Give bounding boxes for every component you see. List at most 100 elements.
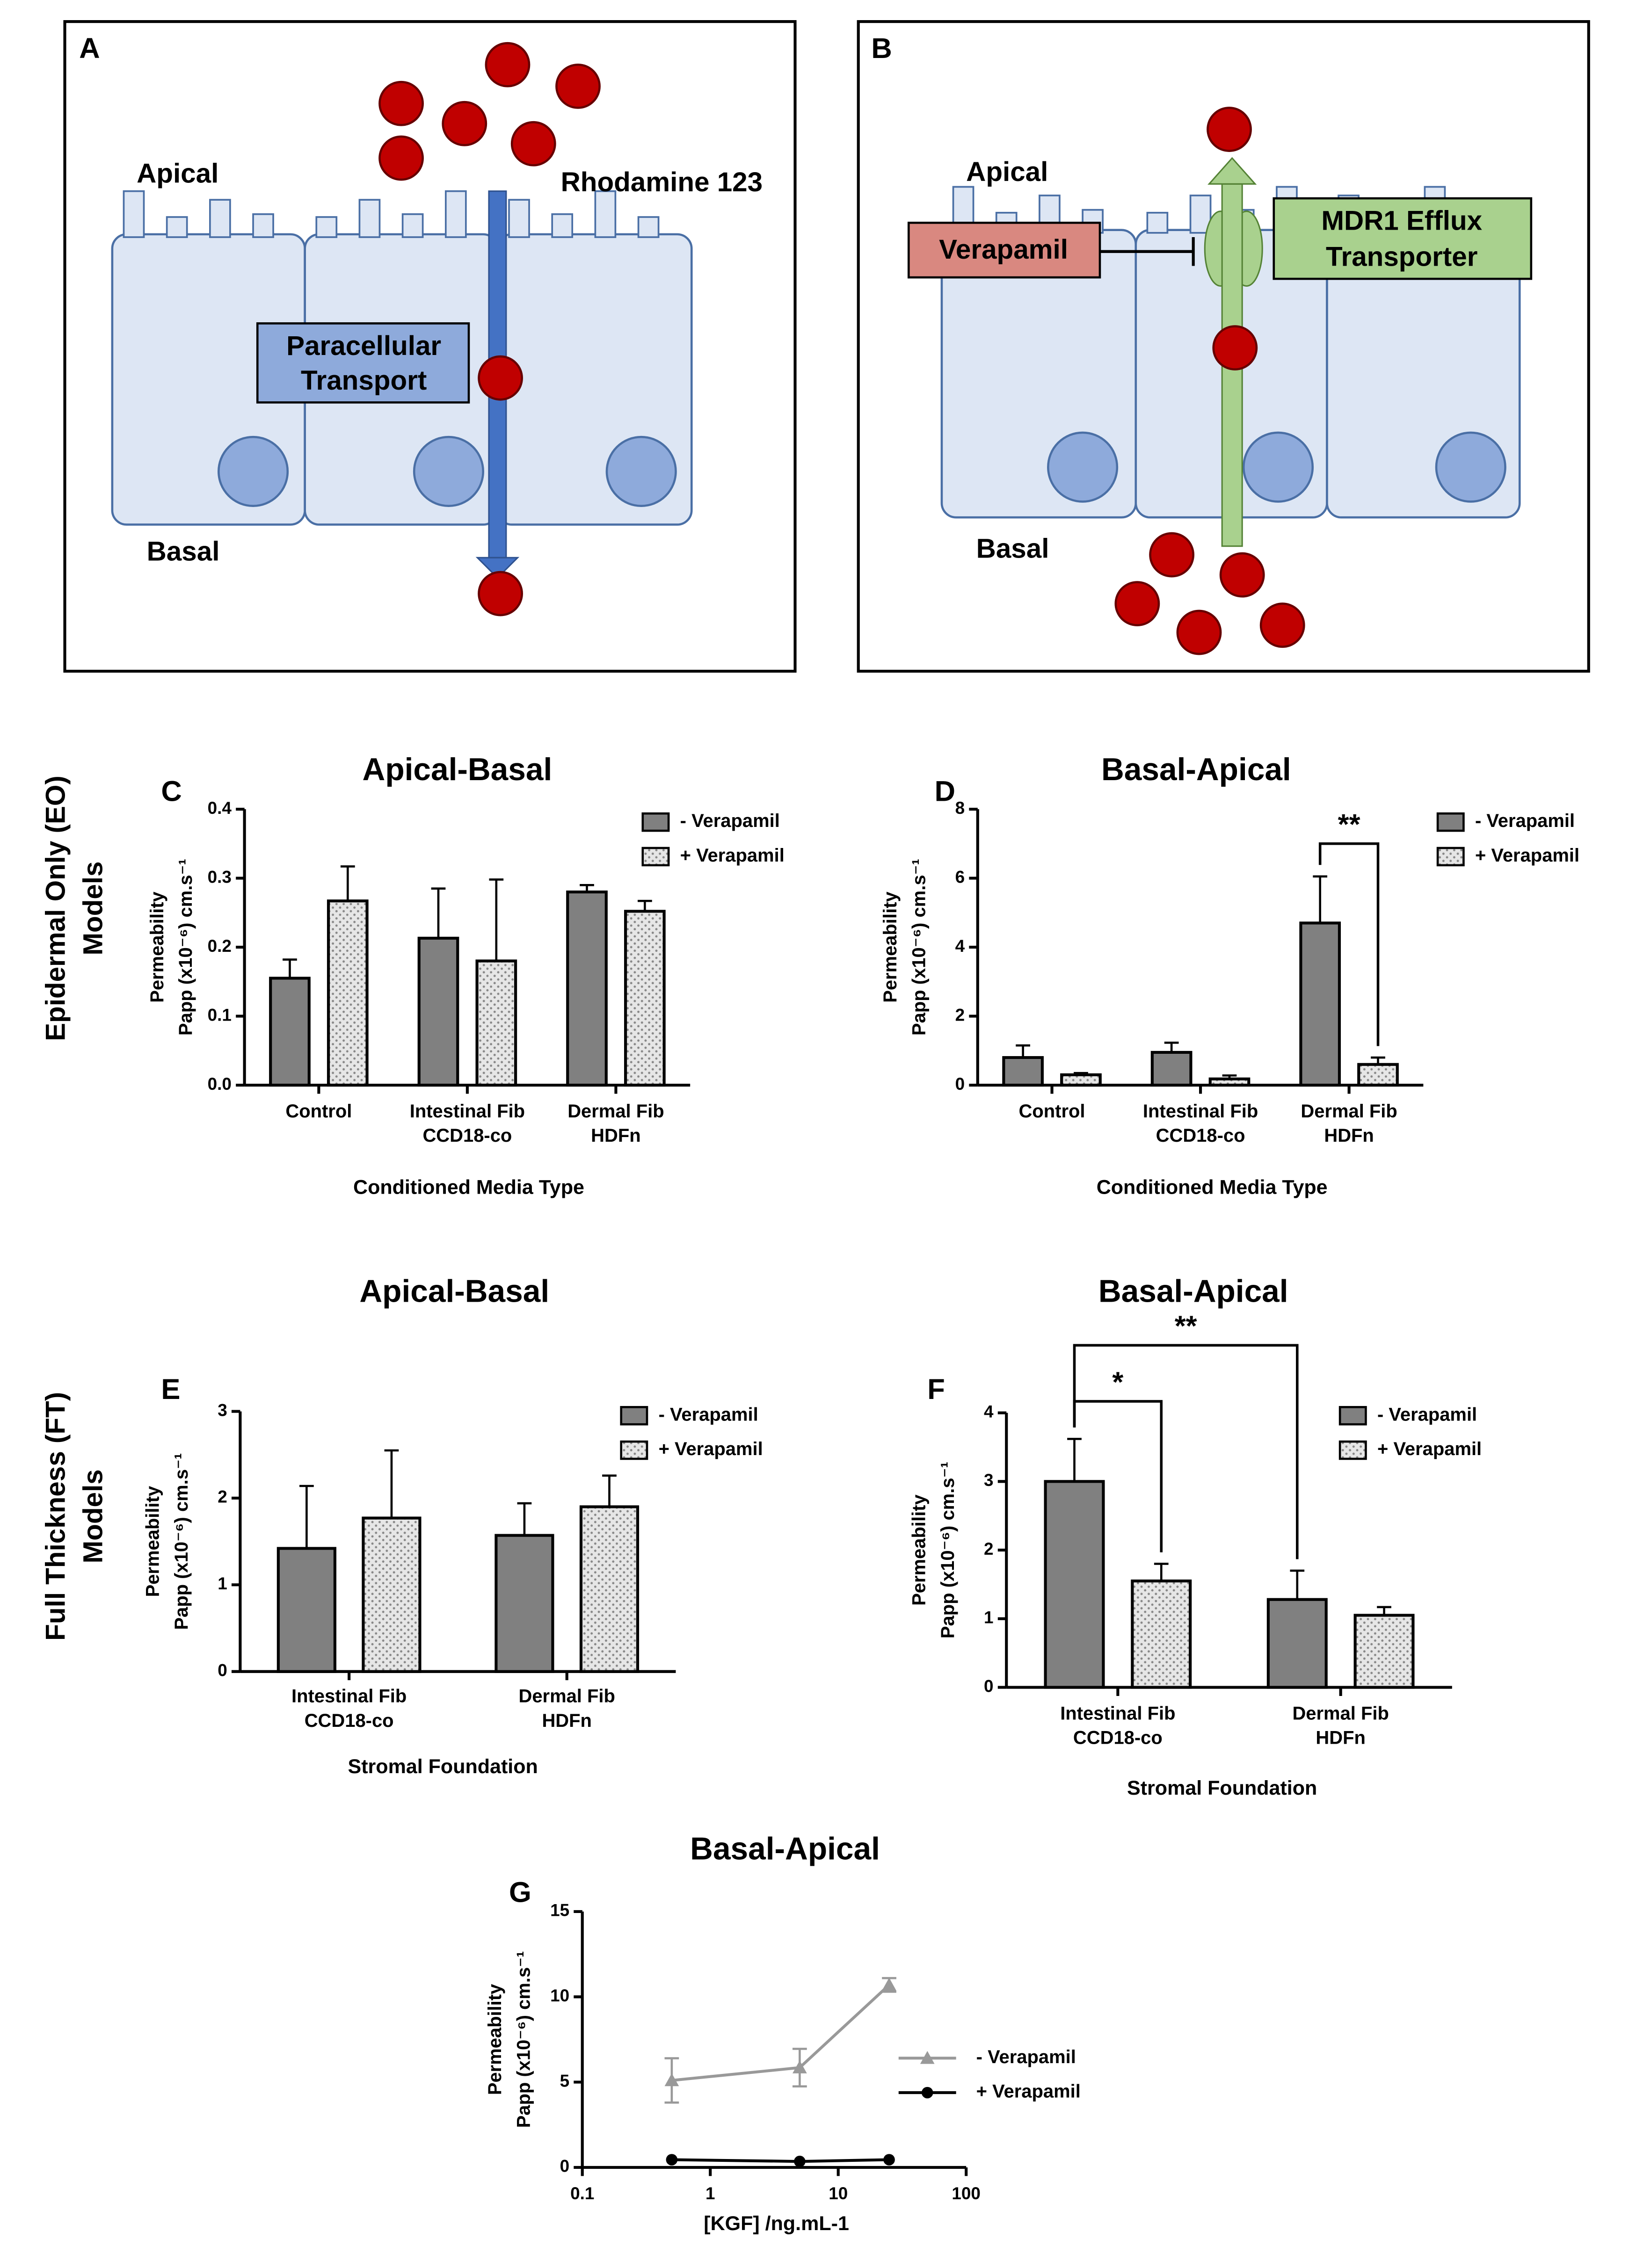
chart-title: Apical-Basal	[363, 752, 553, 787]
legend-swatch	[1436, 812, 1465, 832]
y-axis-label: Permeability	[909, 1494, 929, 1606]
microvillus	[123, 190, 145, 238]
x-axis-label: Conditioned Media Type	[353, 1176, 584, 1199]
bar	[276, 1547, 336, 1673]
y-tick-label: 1	[218, 1574, 227, 1593]
x-tick-label: HDFn	[542, 1710, 591, 1731]
x-tick-label: CCD18-co	[1156, 1125, 1245, 1146]
molecule	[1176, 609, 1222, 655]
row-label: Models	[78, 1469, 108, 1563]
microvillus	[252, 213, 274, 238]
arrow-head	[475, 557, 520, 579]
error-bar	[1016, 1044, 1030, 1058]
legend-label: + Verapamil	[976, 2081, 1081, 2102]
molecules	[378, 42, 1305, 655]
chart-title: Basal-Apical	[1098, 1274, 1288, 1309]
legend-label: + Verapamil	[1377, 1439, 1482, 1459]
molecule	[1114, 581, 1160, 627]
arrow-head	[1207, 157, 1257, 185]
y-tick-label: 1	[984, 1608, 994, 1627]
y-tick-label: 4	[984, 1402, 994, 1421]
y-tick-label: 4	[955, 936, 965, 956]
point	[794, 2155, 806, 2167]
nucleus	[605, 435, 677, 507]
x-axis-label: [KGF] /ng.mL-1	[704, 2212, 849, 2235]
microvillus	[315, 216, 338, 238]
point	[666, 2154, 678, 2166]
x-tick-label: Intestinal Fib	[291, 1686, 407, 1707]
legend-label: - Verapamil	[1475, 811, 1575, 831]
point	[664, 2073, 679, 2087]
legend-swatch	[641, 847, 670, 867]
x-tick-label: CCD18-co	[1073, 1728, 1163, 1748]
x-tick-label: Dermal Fib	[518, 1686, 615, 1707]
molecule	[555, 63, 601, 109]
molecule	[1207, 107, 1252, 152]
y-tick-label: 0.2	[208, 936, 232, 956]
legend-swatch	[620, 1406, 648, 1426]
error-bar	[1313, 875, 1328, 923]
chart-title: Apical-Basal	[359, 1274, 549, 1309]
y-tick-label: 15	[550, 1901, 569, 1920]
microvillus	[444, 190, 467, 238]
y-tick-label: 0.3	[208, 867, 232, 886]
bar	[1299, 921, 1341, 1087]
x-tick-label: Intestinal Fib	[410, 1101, 525, 1122]
y-tick-label: 0	[218, 1660, 227, 1680]
transporter-box	[1273, 197, 1533, 280]
legend-swatch	[1338, 1440, 1367, 1460]
molecule	[442, 101, 487, 146]
y-axis-label: Papp (x10⁻⁶) cm.s⁻¹	[909, 859, 929, 1036]
x-tick-label: 0.1	[570, 2184, 594, 2203]
chart-title: Basal-Apical	[690, 1832, 880, 1867]
microvillus	[401, 213, 424, 238]
bar	[1150, 1051, 1193, 1087]
row-label: Epidermal Only (EO)	[41, 775, 71, 1041]
nucleus	[1242, 431, 1314, 503]
transporter-label: Transporter	[1326, 242, 1477, 272]
point	[882, 1978, 896, 1991]
y-tick-label: 3	[984, 1471, 994, 1490]
legend-swatch	[641, 812, 670, 832]
bar	[1044, 1480, 1105, 1689]
y-tick-label: 8	[955, 798, 965, 818]
x-axis-label: Stromal Foundation	[348, 1755, 538, 1778]
panel-letter: A	[79, 32, 100, 65]
panel-letter: B	[871, 32, 892, 65]
x-tick-label: CCD18-co	[305, 1710, 394, 1731]
bar	[269, 977, 311, 1087]
y-tick-label: 0	[560, 2157, 570, 2176]
legend-label: - Verapamil	[659, 1404, 758, 1425]
basal-label: Basal	[147, 536, 220, 566]
legend-label: - Verapamil	[976, 2047, 1076, 2067]
error-bar	[431, 887, 446, 938]
bar	[495, 1534, 554, 1673]
route-label: Paracellular	[286, 331, 441, 361]
legend-swatch	[1436, 847, 1465, 867]
legend-label: + Verapamil	[659, 1439, 763, 1459]
basal-label: Basal	[976, 533, 1049, 564]
error-bar	[340, 865, 355, 901]
bar	[1002, 1056, 1044, 1087]
microvillus	[1146, 211, 1169, 234]
y-tick-label: 0	[955, 1074, 965, 1094]
chart-title: Basal-Apical	[1101, 752, 1291, 787]
y-tick-label: 2	[955, 1005, 965, 1024]
x-tick-label: Dermal Fib	[567, 1101, 664, 1122]
microvillus	[358, 199, 381, 238]
legend-label: - Verapamil	[1377, 1404, 1477, 1425]
inhibitor-box	[907, 221, 1101, 279]
diagram-a: A Apical Basal Rhodamine 123 Paracellula…	[63, 20, 797, 673]
bar	[475, 959, 517, 1087]
route-label: Transport	[301, 365, 427, 396]
panel-letter: G	[509, 1876, 531, 1908]
microvillus	[551, 213, 574, 238]
x-axis-label: Conditioned Media Type	[1097, 1176, 1328, 1199]
panel-letter: F	[927, 1373, 945, 1406]
panel-letter: C	[161, 775, 182, 807]
bar	[1131, 1580, 1192, 1689]
molecule	[478, 571, 523, 616]
nucleus	[217, 435, 289, 507]
molecule	[378, 80, 424, 126]
